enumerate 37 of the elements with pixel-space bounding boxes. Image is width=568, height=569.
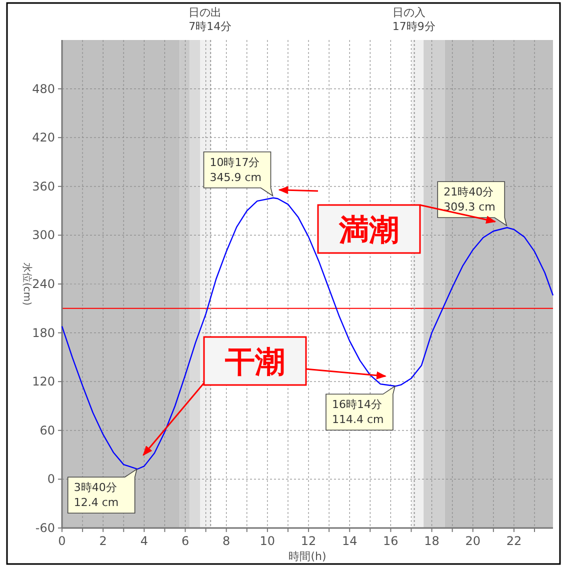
y-tick-label: 120	[32, 374, 55, 389]
x-tick-label: 14	[342, 534, 358, 548]
x-tick-label: 16	[383, 534, 398, 548]
annotation: 16時14分 114.4 cm	[332, 398, 384, 426]
y-tick-label: 300	[32, 228, 55, 242]
x-tick-label: 20	[465, 534, 481, 548]
annotation: 満潮	[338, 213, 399, 248]
x-tick-label: 2	[99, 534, 107, 548]
x-tick-label: 8	[222, 534, 230, 548]
x-tick-label: 22	[506, 534, 522, 548]
y-tick-label: 240	[32, 277, 55, 291]
x-tick-label: 0	[58, 534, 66, 548]
x-tick-label: 6	[181, 534, 190, 548]
callout: 3時40分 12.4 cm	[67, 468, 138, 514]
y-tick-label: 60	[40, 423, 55, 438]
y-tick-label: 0	[47, 472, 55, 486]
x-tick-label: 10	[260, 534, 276, 548]
y-tick-label: 480	[32, 82, 55, 96]
ref-line-label: 日の出 7時14分	[188, 6, 232, 33]
annotation: 21時40分 309.3 cm	[444, 186, 496, 214]
x-tick-label: 18	[424, 534, 440, 548]
y-axis-title: 水位(cm)	[21, 262, 33, 306]
line-series	[61, 197, 554, 470]
annotation: 干潮	[224, 345, 285, 380]
ref-line-label: 日の入 17時9分	[392, 6, 436, 33]
y-tick-label: 360	[32, 179, 55, 194]
y-tick-label: -60	[35, 521, 55, 535]
x-tick-label: 4	[140, 534, 148, 548]
x-axis-title: 時間(h)	[288, 550, 326, 563]
x-tick-label: 12	[300, 534, 316, 548]
y-tick-label: 180	[32, 326, 55, 340]
callout: 21時40分 309.3 cm	[437, 181, 508, 227]
callout: 10時17分 345.9 cm	[203, 151, 274, 197]
y-tick-label: 420	[32, 130, 55, 145]
annotation: 3時40分 12.4 cm	[74, 481, 119, 510]
annotation: 10時17分 345.9 cm	[210, 156, 262, 184]
callout: 16時14分 114.4 cm	[326, 385, 396, 431]
